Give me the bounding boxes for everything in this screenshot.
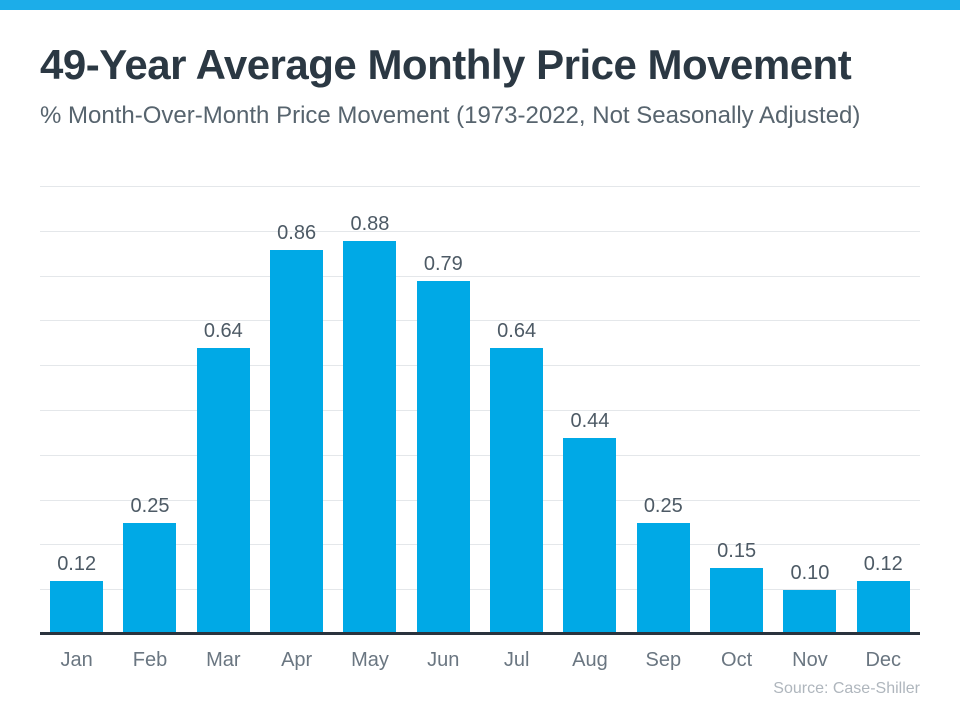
bar-slot: 0.79 xyxy=(407,187,480,635)
x-tick-label: Jun xyxy=(427,649,460,671)
gridline xyxy=(40,365,920,367)
source-credit: Source: Case-Shiller xyxy=(773,680,920,697)
bar-value-label: 0.12 xyxy=(57,553,97,576)
gridline xyxy=(40,230,920,232)
bar-aug xyxy=(563,437,617,635)
x-tick-label: Aug xyxy=(572,649,608,671)
bar-value-label: 0.25 xyxy=(130,495,170,517)
gridline xyxy=(40,499,920,501)
bar-slot: 0.44 xyxy=(553,187,626,635)
bar-may xyxy=(343,240,397,635)
bar-feb xyxy=(123,523,177,635)
bar-value-label: 0.64 xyxy=(203,320,243,343)
bar-dec xyxy=(856,581,910,635)
chart-subtitle: % Month-Over-Month Price Movement (1973-… xyxy=(40,102,861,129)
x-tick-label: Nov xyxy=(792,649,828,671)
x-tick-label: Oct xyxy=(721,649,753,671)
bar-slot: 0.15 xyxy=(700,187,773,635)
bar-value-label: 0.64 xyxy=(497,320,537,343)
bar-value-label: 0.86 xyxy=(277,221,317,244)
chart-title: 49-Year Average Monthly Price Movement xyxy=(40,41,852,88)
top-accent-bar xyxy=(0,0,960,10)
bar-value-label: 0.10 xyxy=(790,562,830,585)
gridline xyxy=(40,186,920,187)
bar-slot: 0.12 xyxy=(40,187,113,635)
x-tick-label: Apr xyxy=(281,649,313,671)
bar-slot: 0.25 xyxy=(113,187,186,635)
gridline xyxy=(40,320,920,322)
bar-value-label: 0.25 xyxy=(643,495,683,517)
bar-slot: 0.12 xyxy=(847,187,920,635)
bar-jun xyxy=(416,281,470,635)
bar-slot: 0.10 xyxy=(773,187,846,635)
bar-apr xyxy=(270,249,324,635)
bar-mar xyxy=(196,348,250,635)
bar-chart: 0.12 0.25 0.64 0.86 0.88 0.79 0.64 0.44 0.25 0.15… xyxy=(40,186,920,670)
x-tick-label: Sep xyxy=(645,649,682,671)
bar-slot: 0.25 xyxy=(627,187,700,635)
x-tick-label: May xyxy=(351,649,389,671)
gridline xyxy=(40,589,920,591)
bar-nov xyxy=(783,590,837,635)
bar-oct xyxy=(710,567,764,635)
x-tick-label: Dec xyxy=(865,649,902,671)
bars-container: 0.12 0.25 0.64 0.86 0.88 0.79 0.64 0.44 0.25 0.15… xyxy=(40,187,920,635)
bar-value-label: 0.12 xyxy=(863,553,903,576)
bar-slot: 0.64 xyxy=(480,187,553,635)
bar-value-label: 0.88 xyxy=(350,212,390,235)
bar-slot: 0.88 xyxy=(333,187,406,635)
gridline xyxy=(40,544,920,546)
bar-value-label: 0.79 xyxy=(423,253,463,276)
x-axis-line xyxy=(40,632,920,635)
bar-slot: 0.64 xyxy=(187,187,260,635)
gridline xyxy=(40,275,920,277)
bar-jan xyxy=(50,581,104,635)
bar-value-label: 0.44 xyxy=(570,409,610,432)
gridline xyxy=(40,454,920,456)
gridline xyxy=(40,410,920,411)
x-axis-labels: Jan Feb Mar Apr May Jun Jul Aug Sep Oct Nov Dec xyxy=(40,650,920,670)
bar-sep xyxy=(636,523,690,635)
bar-jul xyxy=(490,348,544,635)
x-tick-label: Jul xyxy=(503,649,530,671)
bar-slot: 0.86 xyxy=(260,187,333,635)
x-tick-label: Mar xyxy=(206,649,241,671)
gridlines xyxy=(40,186,920,635)
x-tick-label: Jan xyxy=(60,649,93,671)
x-tick-label: Feb xyxy=(132,649,168,671)
bar-value-label: 0.15 xyxy=(717,539,757,562)
